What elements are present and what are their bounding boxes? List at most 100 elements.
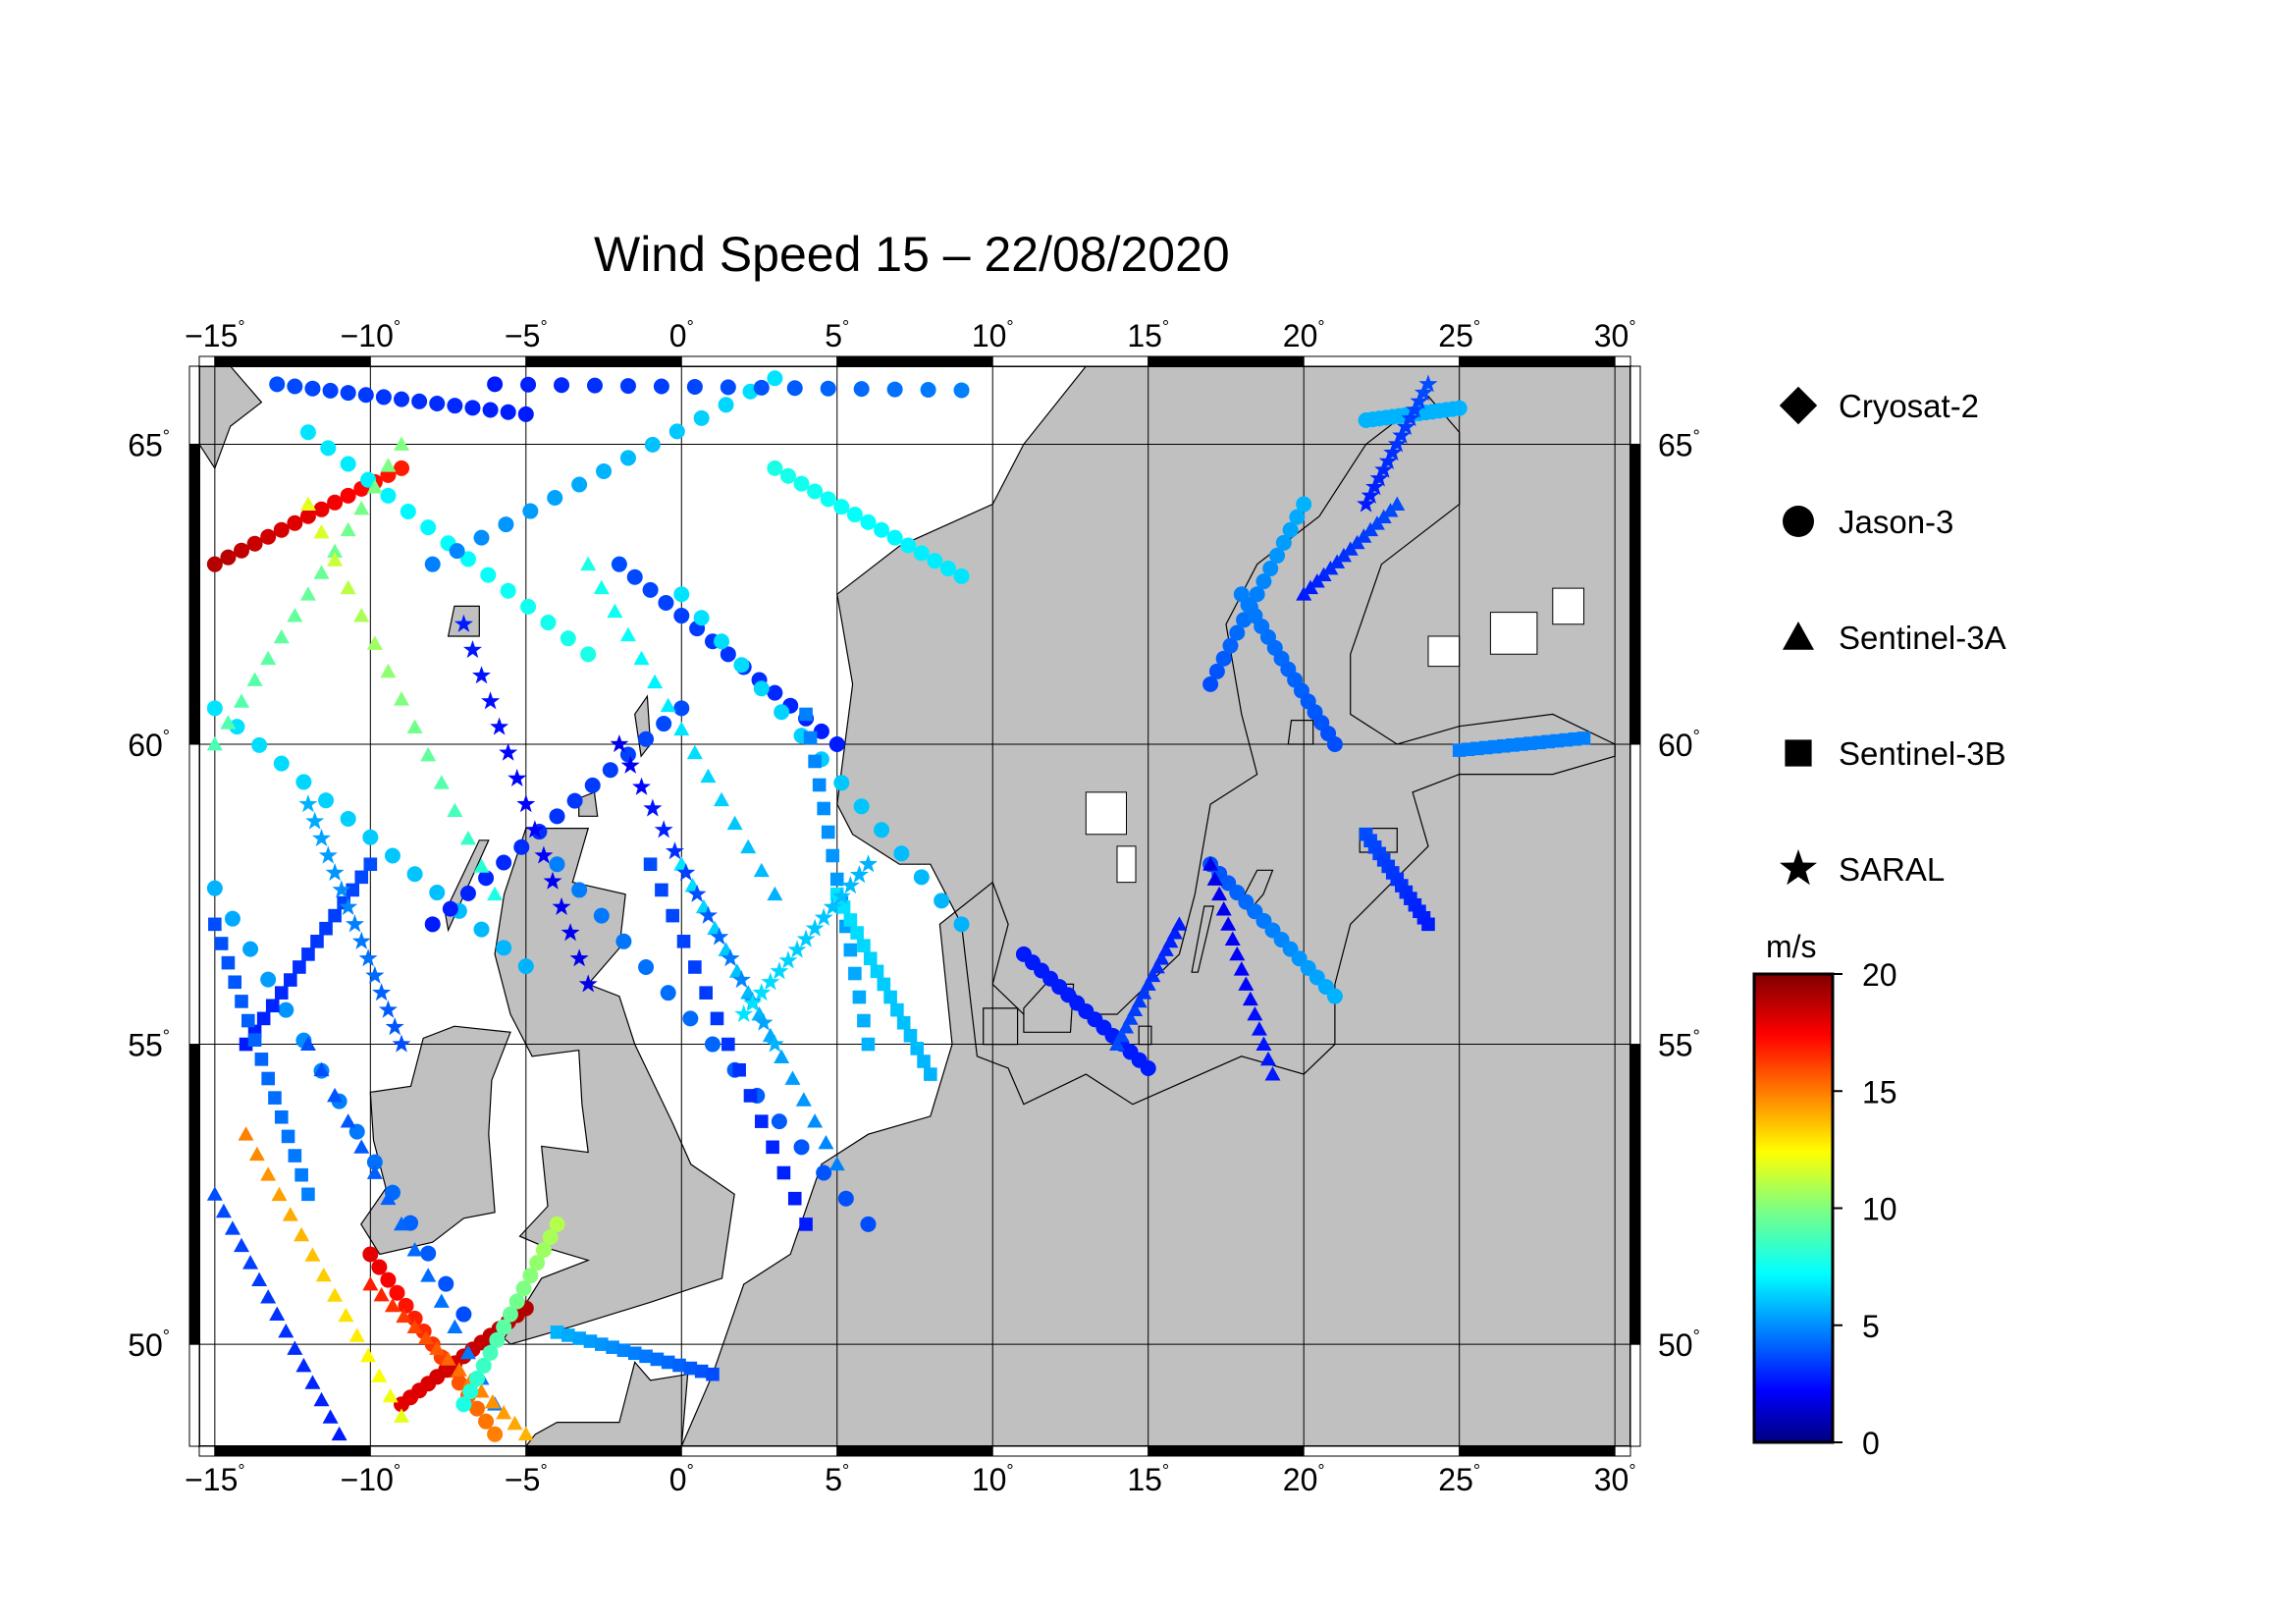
track-point — [643, 798, 663, 817]
track-point — [542, 1228, 559, 1245]
track-point — [615, 933, 632, 949]
track-point — [543, 871, 562, 890]
track-point — [820, 491, 836, 508]
track-point — [339, 896, 358, 915]
track-point — [1202, 676, 1219, 692]
track-point — [320, 440, 337, 457]
track-point — [429, 885, 446, 901]
track-point — [644, 436, 661, 453]
track-point — [586, 377, 603, 394]
frame-bar-bottom — [1148, 1445, 1305, 1457]
track-point — [1171, 916, 1188, 931]
track-point — [366, 635, 383, 650]
legend-label: Cryosat-2 — [1839, 388, 1979, 424]
track-point — [455, 1396, 472, 1413]
lon-tick-label-bottom: 5° — [825, 1461, 849, 1497]
track-point — [1282, 521, 1299, 538]
track-point — [682, 1010, 699, 1027]
track-point — [683, 1361, 698, 1376]
track-point — [632, 777, 651, 795]
degree-symbol: ° — [163, 426, 170, 446]
track-point — [273, 521, 290, 538]
track-point — [246, 672, 263, 686]
track-point — [1127, 1001, 1144, 1017]
track-point — [767, 886, 783, 901]
frame-bar-top — [1459, 355, 1616, 367]
track-point — [699, 986, 713, 1000]
track-point — [265, 999, 280, 1013]
track-point — [578, 974, 598, 993]
track-point — [394, 1408, 410, 1423]
track-point — [496, 1404, 512, 1420]
lat-tick-label-right: 60° — [1658, 727, 1700, 763]
track-point — [1326, 736, 1343, 752]
track-point — [529, 1255, 546, 1271]
track-point — [206, 700, 223, 717]
track-point — [767, 460, 783, 476]
track-point — [295, 774, 312, 790]
chart-title: Wind Speed 15 – 22/08/2020 — [594, 227, 1230, 282]
track-point — [420, 1268, 437, 1282]
track-point — [384, 1297, 400, 1313]
track-point — [520, 598, 537, 615]
frame-bar-top — [1303, 355, 1461, 367]
track-point — [1222, 637, 1239, 654]
lon-tick-label-top: 15° — [1127, 317, 1169, 353]
track-point — [1162, 933, 1179, 948]
track-point — [380, 663, 397, 678]
track-point — [420, 1245, 437, 1262]
track-point — [269, 376, 286, 393]
track-point — [666, 841, 684, 860]
track-point — [371, 1368, 388, 1382]
track-point — [373, 1286, 390, 1302]
lon-tick-label-bottom: −10° — [341, 1461, 400, 1497]
legend-label: SARAL — [1839, 851, 1945, 888]
track-point — [396, 1308, 412, 1324]
track-point — [522, 503, 539, 519]
map-area: −15° −15° −10° −10° −5° −5° 0° 0° 5° 5° 10° 10° 15° 1… — [128, 317, 1700, 1497]
frame-bar-bottom — [836, 1445, 993, 1457]
track-point — [647, 674, 664, 689]
track-point — [920, 382, 936, 399]
track-point — [394, 1216, 410, 1231]
frame-bar-left — [188, 443, 200, 745]
track-point — [594, 1337, 609, 1351]
frame-bar-top — [369, 355, 527, 367]
track-point — [836, 900, 851, 914]
track-point — [299, 496, 316, 511]
track-point — [322, 382, 339, 399]
track-point — [1264, 1066, 1281, 1081]
track-point — [1392, 425, 1412, 444]
track-point — [340, 810, 356, 827]
lon-tick-label-bottom: 30° — [1594, 1461, 1636, 1497]
track-point — [813, 723, 829, 739]
track-point — [753, 862, 770, 878]
satellite-legend: Cryosat-2 Jason-3 Sentinel-3A Sentinel-3B SA… — [1779, 386, 2006, 888]
track-point — [496, 940, 512, 956]
track-point — [619, 450, 636, 466]
track-point — [464, 400, 481, 416]
track-point — [706, 1367, 720, 1381]
track-point — [676, 863, 696, 881]
track-point — [1242, 991, 1258, 1006]
track-point — [733, 657, 750, 674]
track-point — [849, 865, 869, 884]
track-point — [274, 1109, 289, 1124]
track-point — [661, 1355, 675, 1370]
track-point — [1220, 916, 1237, 931]
track-point — [459, 1344, 476, 1360]
track-point — [353, 500, 370, 515]
track-point — [638, 730, 655, 747]
track-point — [1405, 400, 1424, 418]
track-point — [398, 1297, 414, 1314]
track-point — [228, 975, 242, 990]
track-point — [660, 985, 676, 1001]
track-point — [394, 436, 410, 451]
track-point — [380, 1271, 397, 1288]
track-point — [863, 951, 878, 966]
track-point — [566, 792, 583, 809]
track-point — [795, 1092, 812, 1107]
track-point — [721, 1037, 735, 1052]
track-point — [433, 1293, 450, 1308]
